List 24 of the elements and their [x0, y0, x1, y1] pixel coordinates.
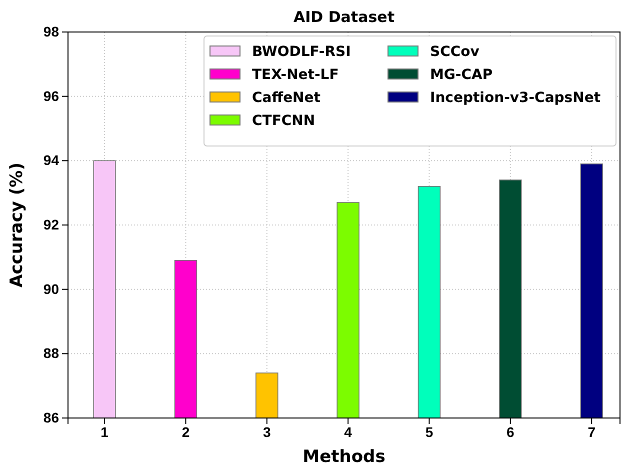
legend-label: Inception-v3-CapsNet	[430, 90, 601, 106]
y-axis-title: Accuracy (%)	[7, 162, 27, 288]
x-tick-label: 1	[100, 424, 109, 440]
x-tick-label: 3	[262, 424, 271, 440]
x-tick-label: 7	[588, 424, 596, 440]
legend-label: CaffeNet	[252, 90, 321, 106]
legend-label: SCCov	[430, 44, 480, 60]
y-tick-label: 88	[43, 345, 60, 362]
x-tick-label: 5	[425, 424, 434, 440]
x-tick-label: 4	[344, 424, 352, 440]
chart-title: AID Dataset	[293, 8, 395, 26]
legend-label: MG-CAP	[430, 67, 493, 83]
y-tick-label: 86	[43, 409, 60, 426]
x-axis-title: Methods	[302, 447, 386, 466]
legend-label: BWODLF-RSI	[252, 44, 351, 60]
y-tick-label: 92	[43, 216, 60, 232]
y-tick-label: 90	[43, 280, 60, 297]
y-tick-label: 94	[43, 152, 60, 168]
x-tick-label: 6	[506, 424, 515, 440]
legend-label: TEX-Net-LF	[252, 67, 339, 83]
x-tick-label: 2	[182, 424, 190, 440]
y-tick-label: 98	[43, 23, 60, 40]
legend-label: CTFCNN	[252, 113, 316, 129]
y-tick-label: 96	[43, 88, 60, 104]
